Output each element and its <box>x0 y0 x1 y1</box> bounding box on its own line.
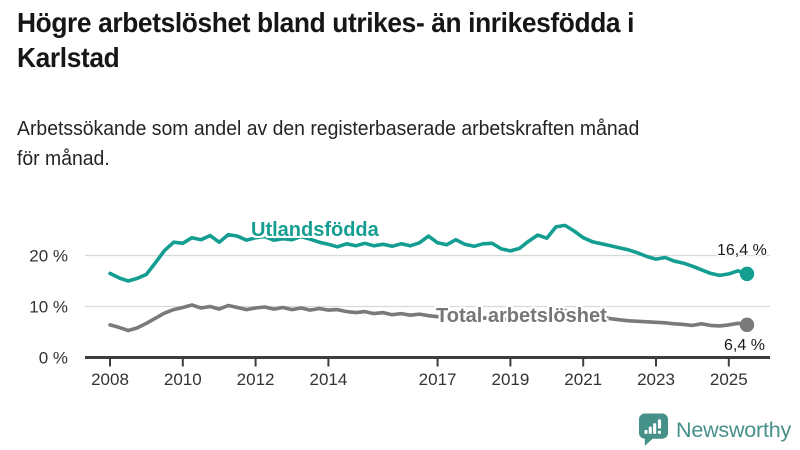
x-tick-label: 2017 <box>419 370 457 389</box>
x-tick-label: 2008 <box>91 370 129 389</box>
page-title-line: Karlstad <box>17 42 120 73</box>
x-tick-label: 2014 <box>309 370 347 389</box>
x-tick-label: 2019 <box>491 370 529 389</box>
page-title-line: Högre arbetslöshet bland utrikes- än inr… <box>17 7 635 38</box>
series-end-dot <box>739 266 755 282</box>
x-tick-label: 2023 <box>637 370 675 389</box>
newsworthy-logo[interactable]: Newsworthy <box>638 412 791 448</box>
series-end-dot <box>739 317 755 333</box>
x-tick-label: 2025 <box>710 370 748 389</box>
y-tick-label: 20 % <box>29 247 68 266</box>
page-title: Högre arbetslöshet bland utrikes- än inr… <box>17 5 750 75</box>
end-value-label-total: 6,4 % <box>724 337 765 354</box>
chart-subtitle: Arbetssökande som andel av den registerb… <box>17 114 774 174</box>
series-line <box>108 223 749 283</box>
brand-name: Newsworthy <box>676 417 792 442</box>
bar-chart-speech-bubble-icon <box>638 413 669 446</box>
end-value-label-utlandsfodda: 16,4 % <box>717 242 767 259</box>
x-tick-label: 2012 <box>237 370 275 389</box>
x-tick-label: 2021 <box>564 370 602 389</box>
series-label-total-arbetsloshet: Total arbetslöshet <box>436 305 607 327</box>
chart-subtitle-line: Arbetssökande som andel av den registerb… <box>17 118 640 140</box>
x-tick-label: 2010 <box>164 370 202 389</box>
chart-subtitle-line: för månad. <box>17 148 110 170</box>
y-tick-label: 10 % <box>29 298 68 317</box>
y-tick-label: 0 % <box>39 349 68 368</box>
series-label-utlandsfodda: Utlandsfödda <box>251 219 379 241</box>
series-line <box>108 303 749 333</box>
